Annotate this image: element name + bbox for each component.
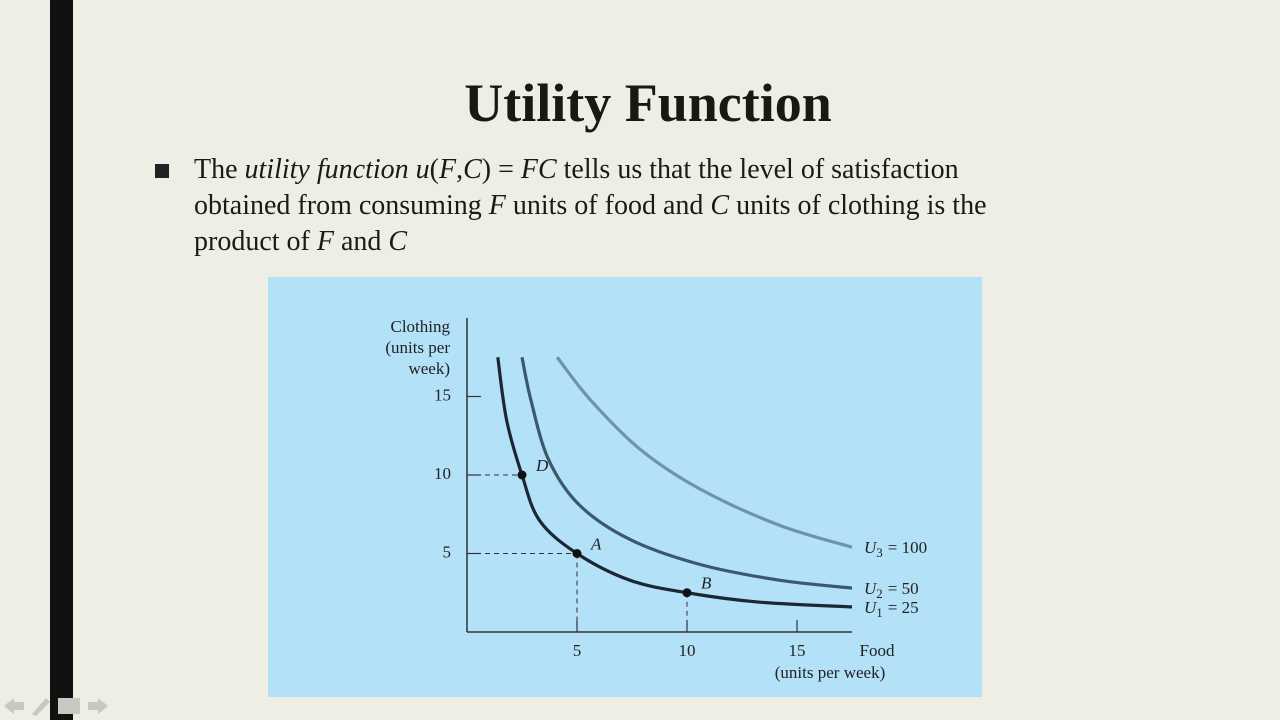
point bbox=[682, 588, 692, 598]
italic-text: utility function u bbox=[244, 154, 430, 185]
italic-text: FC bbox=[520, 154, 557, 185]
curve-subscript: 2 bbox=[876, 586, 883, 601]
curve-label: U2 = 50 bbox=[864, 579, 919, 601]
italic-text: F bbox=[316, 226, 334, 257]
curve-level: = 100 bbox=[888, 538, 927, 557]
x-tick-label: 15 bbox=[789, 641, 806, 660]
text: units of food and bbox=[505, 190, 711, 221]
slide-title: Utility Function bbox=[464, 73, 832, 133]
y-axis-label: (units per bbox=[385, 338, 450, 357]
x-tick-label: 10 bbox=[679, 641, 696, 660]
point bbox=[517, 470, 527, 480]
x-axis-label: Food bbox=[860, 641, 895, 660]
y-axis-label: Clothing bbox=[390, 317, 450, 336]
text: ( bbox=[429, 154, 439, 185]
indifference-curve bbox=[555, 356, 853, 549]
prev-button[interactable] bbox=[4, 698, 24, 714]
y-tick-label: 5 bbox=[443, 542, 452, 561]
text: The bbox=[194, 154, 245, 185]
italic-text: C bbox=[388, 226, 408, 257]
point-label: A bbox=[590, 534, 602, 553]
nav-controls bbox=[4, 698, 108, 716]
italic-text: F bbox=[438, 154, 457, 185]
indifference-curve bbox=[520, 356, 853, 590]
curve-subscript: 1 bbox=[876, 605, 883, 620]
next-button[interactable] bbox=[88, 698, 108, 714]
pen-button[interactable] bbox=[32, 698, 50, 716]
side-bar bbox=[50, 0, 73, 720]
menu-button[interactable] bbox=[58, 698, 80, 714]
point bbox=[572, 549, 582, 558]
y-axis-label: week) bbox=[408, 359, 450, 378]
curve-label: U3 = 100 bbox=[864, 538, 927, 560]
curve-subscript: 3 bbox=[876, 545, 883, 560]
text: tells us that the level of satisfaction bbox=[556, 154, 959, 185]
italic-text: F bbox=[488, 190, 506, 221]
bullet-marker bbox=[155, 164, 169, 178]
x-tick-label: 5 bbox=[573, 641, 582, 660]
bullet-line: The utility function u(F,C) = FC tells u… bbox=[194, 152, 987, 188]
point-label: B bbox=[701, 574, 712, 593]
text: and bbox=[333, 226, 389, 257]
bullet-line: obtained from consuming F units of food … bbox=[194, 188, 987, 224]
text: obtained from consuming bbox=[194, 190, 489, 221]
text: ) = bbox=[481, 154, 521, 185]
x-axis-label: (units per week) bbox=[775, 663, 885, 682]
bullet-text: The utility function u(F,C) = FC tells u… bbox=[194, 152, 987, 260]
curve-name: U bbox=[864, 579, 878, 598]
y-tick-label: 10 bbox=[434, 464, 451, 483]
curve-label: U1 = 25 bbox=[864, 598, 919, 620]
italic-text: C bbox=[463, 154, 482, 185]
text: product of bbox=[194, 226, 317, 257]
bullet-line: product of F and C bbox=[194, 224, 987, 260]
curve-level: = 50 bbox=[888, 579, 919, 598]
chart-background bbox=[268, 277, 982, 697]
curve-level: = 25 bbox=[888, 598, 919, 617]
curve-name: U bbox=[864, 598, 878, 617]
text: units of clothing is the bbox=[729, 190, 987, 221]
curve-name: U bbox=[864, 538, 878, 557]
text: , bbox=[456, 154, 464, 185]
y-tick-label: 15 bbox=[434, 385, 451, 404]
point-label: D bbox=[535, 456, 549, 475]
italic-text: C bbox=[710, 190, 730, 221]
